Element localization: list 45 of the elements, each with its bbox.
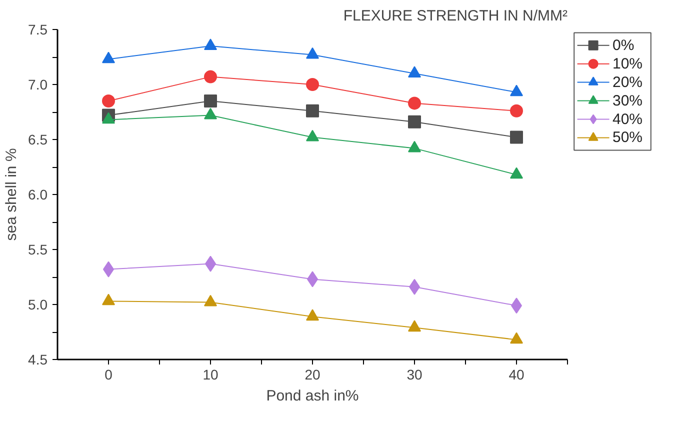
point <box>102 52 115 64</box>
point <box>204 38 217 50</box>
point <box>102 112 115 124</box>
point <box>510 167 523 179</box>
point <box>204 294 217 306</box>
legend-label: 10% <box>612 55 643 72</box>
y-tick-label: 5.5 <box>28 242 48 258</box>
y-tick-label: 7.5 <box>28 22 48 38</box>
point <box>408 66 421 78</box>
point <box>102 294 115 306</box>
point <box>306 47 319 59</box>
legend-label: 40% <box>612 110 643 128</box>
y-tick-label: 6.0 <box>28 186 48 202</box>
point <box>204 70 217 84</box>
legend-label: 30% <box>612 92 643 110</box>
point <box>510 130 523 144</box>
x-tick-label: 40 <box>508 366 524 382</box>
point <box>306 78 319 91</box>
y-tick-label: 5.0 <box>28 296 48 312</box>
point <box>510 332 523 344</box>
point <box>408 320 421 332</box>
point <box>510 84 523 96</box>
y-axis-title: sea shell in % <box>3 148 20 241</box>
point <box>204 94 217 108</box>
point <box>510 104 523 118</box>
y-tick-label: 6.5 <box>28 132 48 148</box>
x-tick-label: 30 <box>406 366 422 382</box>
y-tick-label: 7.0 <box>28 76 48 92</box>
point <box>306 130 319 142</box>
legend-label: 50% <box>612 129 643 146</box>
chart-title: FLEXURE STRENGTH IN N/MM² <box>343 8 568 24</box>
point <box>408 96 421 110</box>
point <box>408 115 421 128</box>
x-tick-label: 20 <box>304 366 320 382</box>
x-tick-label: 0 <box>104 366 113 382</box>
point <box>306 309 319 321</box>
point <box>306 104 319 118</box>
x-tick-label: 10 <box>202 366 218 382</box>
point <box>408 140 421 152</box>
legend-label: 0% <box>612 36 634 54</box>
x-axis-title: Pond ash in% <box>266 388 359 404</box>
point <box>102 94 115 108</box>
y-tick-label: 4.5 <box>28 352 48 368</box>
point <box>204 108 217 120</box>
legend-label: 20% <box>612 74 643 91</box>
